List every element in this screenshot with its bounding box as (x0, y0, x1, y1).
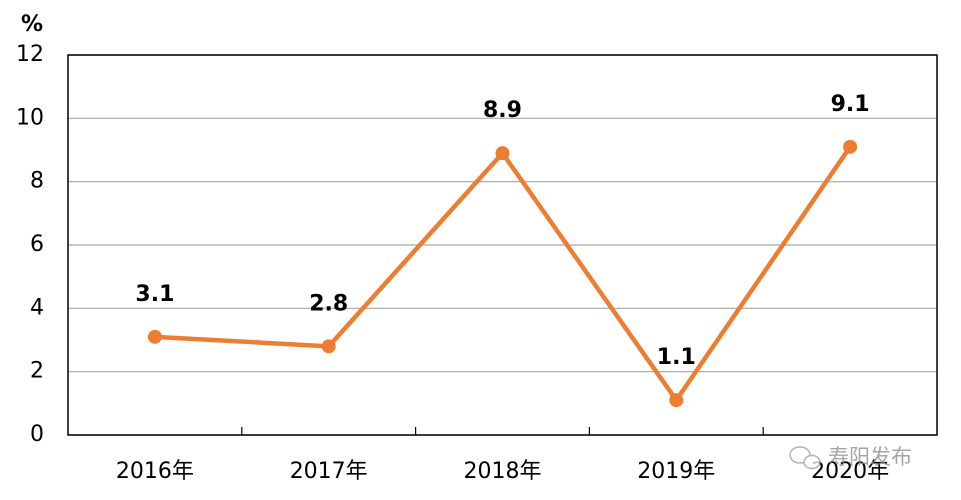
point (843, 139, 858, 154)
y-tick-label: 0 (30, 422, 44, 447)
watermark-icon (803, 454, 821, 470)
watermark: 寿阳发布 (789, 445, 912, 470)
x-tick-label: 2019年 (637, 459, 715, 484)
point (321, 339, 336, 354)
x-tick-label: 2020年 (811, 459, 889, 484)
y-tick-label: 4 (30, 295, 44, 320)
line (154, 145, 852, 403)
point (147, 329, 162, 344)
y-tick-label: 6 (30, 232, 44, 257)
point (495, 146, 510, 161)
y-tick-label: 12 (16, 42, 44, 67)
y-tick-label: 10 (16, 105, 44, 130)
y-tick-label: 8 (30, 169, 44, 194)
plot-border (67, 54, 938, 436)
data-label: 3.1 (135, 282, 174, 307)
data-label: 1.1 (657, 345, 696, 370)
y-tick-label: 2 (30, 359, 44, 384)
point (669, 393, 684, 408)
y-unit: % (21, 12, 43, 37)
x-tick-label: 2016年 (116, 459, 194, 484)
x-tick-label: 2017年 (290, 459, 368, 484)
data-label: 2.8 (309, 291, 348, 316)
data-label: 8.9 (483, 98, 522, 123)
data-label: 9.1 (831, 92, 870, 117)
watermark-text: 寿阳发布 (828, 445, 912, 469)
x-tick-label: 2018年 (464, 459, 542, 484)
